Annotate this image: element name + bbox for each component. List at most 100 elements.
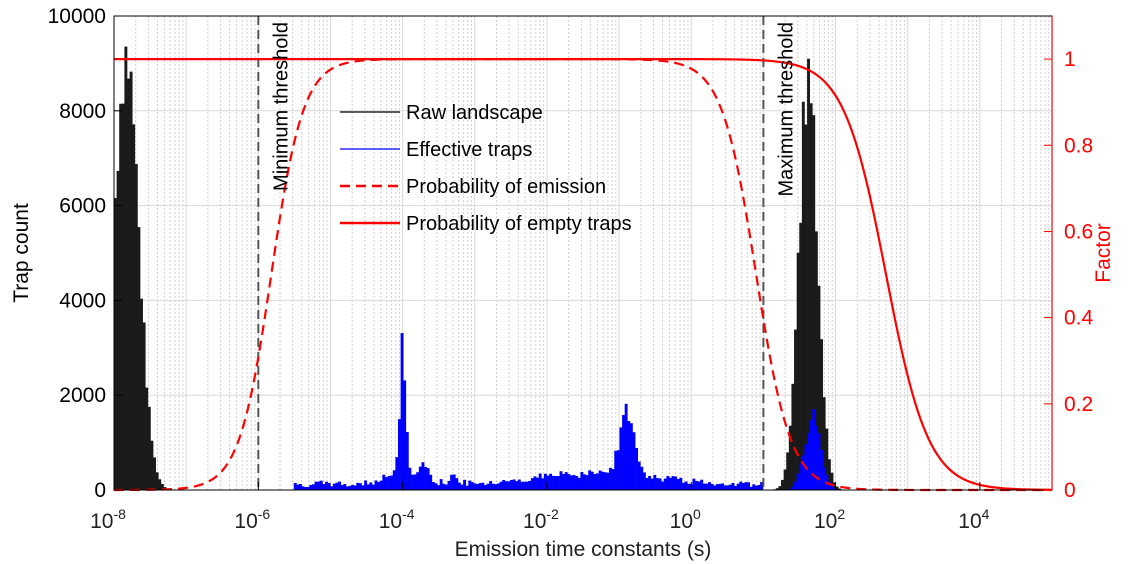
effective-traps-bar — [400, 333, 404, 490]
plot-background — [114, 16, 1052, 490]
effective-traps-bar — [583, 474, 586, 490]
effective-traps-bar — [426, 468, 430, 490]
effective-traps-bar — [309, 484, 313, 490]
effective-traps-bar — [528, 480, 532, 490]
effective-traps-bar — [483, 484, 487, 490]
effective-traps-bar — [525, 481, 529, 490]
y-left-tick-label: 10000 — [48, 5, 106, 28]
effective-traps-bar — [619, 427, 623, 490]
effective-traps-bar — [371, 484, 375, 490]
effective-traps-bar — [403, 380, 407, 490]
effective-traps-bar — [663, 478, 667, 490]
effective-traps-bar — [754, 485, 758, 490]
x-tick-label: 10-2 — [523, 506, 559, 533]
effective-traps-bar — [314, 481, 318, 490]
effective-traps-bar — [744, 482, 748, 490]
effective-traps-bar — [830, 486, 834, 490]
effective-traps-bar — [374, 480, 378, 490]
effective-traps-bar — [734, 485, 738, 490]
effective-traps-bar — [700, 479, 704, 490]
effective-traps-bar — [794, 481, 797, 490]
effective-traps-bar — [476, 484, 480, 490]
y-right-tick-label: 1 — [1064, 48, 1076, 71]
effective-traps-bars — [293, 333, 839, 490]
effective-traps-bar — [684, 481, 688, 490]
effective-traps-bar — [609, 467, 612, 490]
effective-traps-bar — [640, 466, 644, 490]
effective-traps-bar — [452, 474, 456, 490]
effective-traps-bar — [460, 484, 464, 490]
effective-traps-bar — [721, 483, 724, 490]
effective-traps-bar — [364, 480, 368, 490]
effective-traps-bar — [356, 482, 360, 490]
effective-traps-bar — [637, 461, 641, 490]
effective-traps-bar — [345, 486, 349, 490]
effective-traps-bar — [473, 483, 477, 490]
effective-traps-bar — [833, 488, 837, 490]
effective-traps-bar — [820, 450, 824, 490]
effective-traps-bar — [491, 483, 495, 490]
effective-traps-bar — [319, 480, 323, 490]
effective-traps-bar — [470, 482, 474, 490]
legend-label: Raw landscape — [406, 102, 543, 124]
raw-landscape-bar — [809, 103, 813, 491]
effective-traps-bar — [739, 481, 743, 490]
effective-traps-bar — [327, 482, 331, 490]
effective-traps-bar — [812, 409, 816, 490]
effective-traps-bar — [424, 466, 427, 490]
effective-traps-bar — [635, 448, 639, 490]
effective-traps-bar — [405, 432, 409, 490]
effective-traps-bar — [564, 472, 568, 490]
effective-traps-bar — [799, 462, 803, 490]
effective-traps-bar — [523, 481, 526, 490]
effective-traps-bar — [408, 467, 412, 490]
effective-traps-bar — [358, 483, 362, 490]
effective-traps-bar — [606, 472, 610, 490]
effective-traps-bar — [569, 475, 573, 490]
effective-traps-bar — [697, 481, 701, 490]
raw-landscape-bar — [804, 124, 808, 490]
y-right-tick-label: 0.2 — [1064, 393, 1093, 416]
effective-traps-bar — [520, 481, 524, 490]
raw-landscape-bar — [121, 103, 125, 490]
raw-landscape-bar — [830, 472, 834, 490]
effective-traps-bar — [801, 455, 805, 490]
effective-traps-bar — [715, 484, 719, 490]
raw-landscape-bar — [835, 486, 839, 490]
raw-landscape-bar — [783, 469, 787, 490]
y-left-tick-label: 2000 — [59, 384, 106, 407]
effective-traps-bar — [546, 475, 550, 490]
effective-traps-bar — [705, 483, 709, 490]
effective-traps-bar — [398, 419, 401, 490]
y-left-tick-label: 0 — [94, 479, 106, 502]
raw-landscape-bar — [778, 486, 782, 490]
effective-traps-bar — [658, 478, 662, 490]
effective-traps-bar — [726, 485, 730, 490]
raw-landscape-bar — [838, 488, 842, 490]
effective-traps-bar — [382, 474, 386, 490]
raw-landscape-bar — [132, 124, 136, 491]
effective-traps-bar — [293, 482, 297, 490]
raw-landscape-bar — [160, 483, 164, 490]
effective-traps-bar — [421, 462, 425, 490]
x-tick-label: 104 — [958, 506, 989, 533]
raw-landscape-bar — [817, 285, 821, 490]
effective-traps-bar — [648, 475, 652, 490]
effective-traps-bar — [442, 483, 446, 490]
raw-landscape-bar — [145, 387, 149, 490]
raw-landscape-bar — [801, 101, 805, 490]
effective-traps-bar — [499, 481, 503, 490]
effective-traps-bar — [741, 483, 745, 490]
raw-landscape-bar — [158, 479, 162, 490]
effective-traps-bar — [668, 477, 672, 490]
effective-traps-bar — [416, 472, 420, 490]
effective-traps-bar — [533, 476, 537, 490]
effective-traps-bar — [556, 475, 560, 490]
effective-traps-bar — [616, 450, 620, 490]
raw-landscape-bar — [116, 170, 120, 491]
effective-traps-bar — [757, 485, 761, 490]
effective-traps-bar — [335, 482, 339, 490]
raw-landscape-bar — [127, 78, 130, 490]
raw-landscape-bar — [124, 46, 128, 491]
probability-of-empty-traps-line — [114, 57, 1053, 491]
